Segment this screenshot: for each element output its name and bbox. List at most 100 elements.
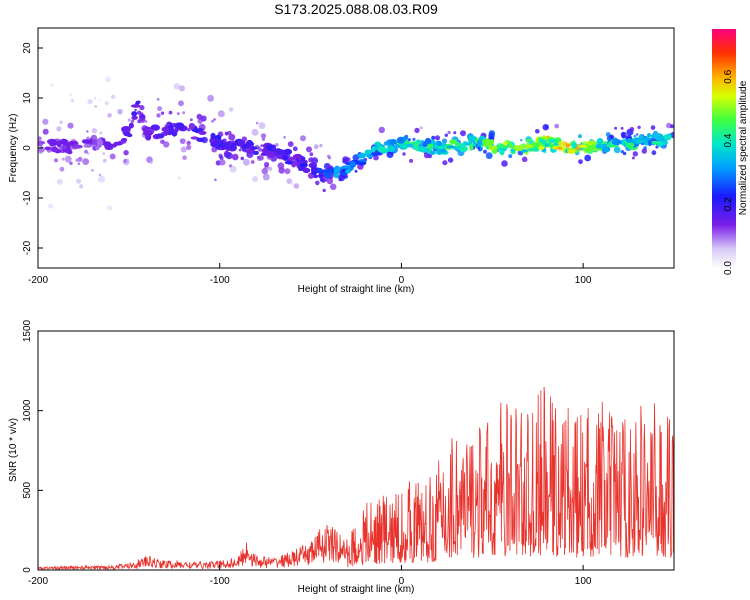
spectrogram-cell [123, 159, 128, 163]
spectrogram-cell [532, 148, 540, 152]
spectrogram-cell [260, 133, 267, 139]
spectrogram-cell [211, 119, 215, 123]
spectrogram-cell [229, 165, 237, 173]
spectrogram-cell [637, 125, 641, 129]
spectrogram-cell [56, 178, 63, 185]
spectrogram-cell [324, 172, 332, 179]
spectrogram-cell [176, 112, 180, 116]
spectrogram-cell [53, 158, 59, 163]
spectrogram-cell [82, 139, 92, 144]
spectrogram-cell [109, 153, 116, 160]
spectrogram-cell [525, 139, 532, 143]
spectrogram-cell [469, 136, 478, 141]
spectrogram-cell [87, 98, 93, 105]
spectrogram-cell [333, 169, 340, 174]
spectrogram-cell [444, 133, 448, 137]
spectrogram-cell [47, 203, 54, 209]
spectrogram-cell [396, 136, 406, 144]
spectrogram-cell [42, 118, 49, 125]
spectrogram-cell [196, 137, 205, 142]
spectrogram-cell [82, 158, 90, 166]
x-tick-label: 100 [575, 275, 592, 286]
spectrogram-cell [531, 142, 540, 147]
spectrogram-cell [565, 143, 571, 148]
colorbar: 0.0 0.2 0.4 0.6 Normalized spectral amplitu… [712, 29, 749, 275]
spectrogram-cell [217, 110, 225, 118]
spectrogram-cell [327, 156, 332, 160]
spectrogram-cell [571, 141, 577, 149]
spectrogram-cell [441, 138, 448, 144]
spectrogram-x-axis-label: Height of straight line (km) [298, 284, 415, 295]
spectrogram-cell [156, 98, 160, 101]
spectrogram-cell [632, 151, 638, 157]
spectrogram-cell [96, 139, 104, 147]
spectrogram-cell [228, 107, 234, 112]
spectrogram-cell [160, 139, 165, 145]
spectrogram-cell [179, 138, 186, 145]
spectrogram-cell [633, 134, 637, 138]
spectrogram-cell [454, 141, 460, 148]
spectrogram-cell [284, 168, 291, 175]
spectrogram-cell [186, 140, 191, 146]
spectrogram-cell [567, 149, 576, 154]
spectrogram-cell [64, 155, 72, 163]
spectrogram-cell [38, 136, 42, 141]
spectrogram-cell [338, 174, 346, 182]
spectrogram-cell [274, 143, 279, 147]
spectrogram-cell [79, 184, 84, 189]
spectrogram-cell [238, 148, 242, 152]
spectrogram-cell [182, 111, 186, 115]
spectrogram-cell [258, 122, 266, 130]
spectrogram-cell [655, 133, 663, 140]
spectrogram-cell [636, 133, 639, 136]
spectrogram-cell [99, 131, 103, 135]
spectrogram-cell [163, 131, 169, 136]
spectrogram-cell [150, 161, 153, 164]
spectrogram-cell [243, 158, 250, 166]
spectrogram-cell [157, 106, 163, 112]
spectrogram-cell [463, 142, 472, 146]
spectrogram-cell [144, 120, 148, 123]
spectrogram-cell [213, 118, 216, 121]
spectrogram-cell [293, 183, 300, 189]
spectrogram-cell [189, 118, 193, 122]
spectrogram-cell [306, 146, 312, 153]
spectrogram-cell [577, 134, 583, 139]
spectrogram-cell [86, 136, 90, 141]
spectrogram-cell [200, 115, 207, 122]
spectrogram-cell [629, 127, 635, 132]
spectrogram-cell [319, 143, 323, 148]
spectrogram-cell [56, 140, 62, 148]
spectrogram-cell [641, 148, 647, 154]
spectrogram-cell [319, 178, 324, 182]
spectrogram-cell [160, 111, 165, 115]
spectrogram-cell [102, 152, 106, 155]
spectrogram-cell [105, 76, 112, 83]
spectrogram-cell [246, 139, 253, 147]
spectrogram-cell [261, 137, 266, 141]
spectrogram-cell [131, 119, 135, 123]
spectrogram-cell [188, 123, 196, 130]
spectrogram-cell [66, 150, 73, 155]
spectrogram-cell [607, 136, 611, 141]
spectrogram-cell [168, 110, 173, 115]
spectrogram-cell [428, 143, 434, 148]
spectrogram-cell [423, 152, 430, 159]
spectrogram-cell [262, 147, 268, 154]
spectrogram-cell [459, 145, 468, 153]
spectrogram-cell [127, 118, 131, 122]
x-tick-label: -100 [210, 576, 230, 587]
spectrogram-cell [521, 156, 528, 163]
spectrogram-cell [214, 178, 217, 182]
snr-panel: -200 -100 0 100 1500 1000 500 0 Height of stra… [8, 319, 675, 595]
spectrogram-cell [499, 143, 505, 148]
spectrogram-cell [163, 141, 170, 148]
spectrogram-cell [538, 145, 545, 150]
spectrogram-y-axis-label: Frequency (Hz) [8, 114, 19, 183]
spectrogram-cell [187, 128, 191, 132]
spectrogram-cell [409, 158, 414, 163]
spectrogram-cell [154, 133, 165, 139]
spectrogram-cell [601, 146, 611, 153]
spectrogram-cell [196, 128, 204, 132]
colorbar-tick-label: 0.0 [723, 261, 734, 275]
